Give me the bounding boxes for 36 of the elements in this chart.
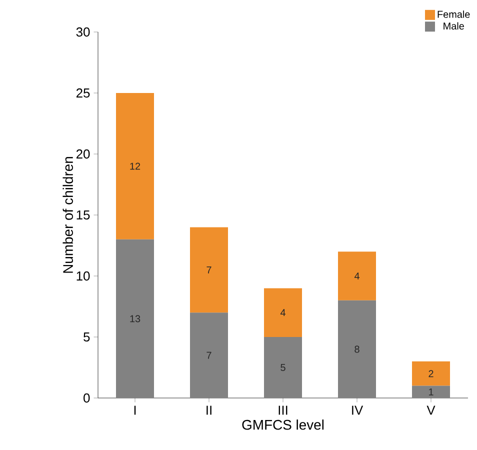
bar xyxy=(264,337,302,398)
x-tick-label: IV xyxy=(352,406,364,415)
data-label: 4 xyxy=(354,272,360,280)
data-label: 13 xyxy=(130,315,140,322)
data-label: 4 xyxy=(280,309,286,316)
bar xyxy=(338,300,376,398)
bar xyxy=(412,386,450,398)
y-tick-label: 30 xyxy=(76,27,90,37)
y-tick-label: 0 xyxy=(84,393,90,403)
bar xyxy=(116,92,154,240)
legend-label: Male xyxy=(444,22,464,30)
x-tick-label: I xyxy=(134,406,136,415)
x-tick-label: V xyxy=(426,406,436,415)
bar xyxy=(190,227,228,313)
x-tick-label: III xyxy=(278,406,288,415)
bar xyxy=(338,252,376,300)
y-tick-label: 15 xyxy=(76,210,90,220)
y-tick-label: 25 xyxy=(76,88,90,98)
y-tick-label: 10 xyxy=(76,271,90,281)
bar xyxy=(264,288,302,337)
x-tick-label: II xyxy=(206,406,212,415)
data-label: 1 xyxy=(429,388,434,396)
data-label: 7 xyxy=(206,352,212,359)
bar xyxy=(190,312,228,398)
y-tick-label: 5 xyxy=(84,332,90,342)
bar xyxy=(116,239,154,398)
data-label: 12 xyxy=(130,162,140,170)
y-tick-label: 20 xyxy=(76,149,90,159)
x-axis-title: GMFCS level xyxy=(242,420,324,430)
bar xyxy=(412,361,450,386)
data-label: 5 xyxy=(280,364,286,371)
data-label: 7 xyxy=(206,266,212,274)
data-label: 8 xyxy=(354,346,360,353)
y-axis-title: Number of children xyxy=(62,157,73,273)
legend-label: Female xyxy=(438,10,470,18)
data-label: 2 xyxy=(428,370,434,378)
